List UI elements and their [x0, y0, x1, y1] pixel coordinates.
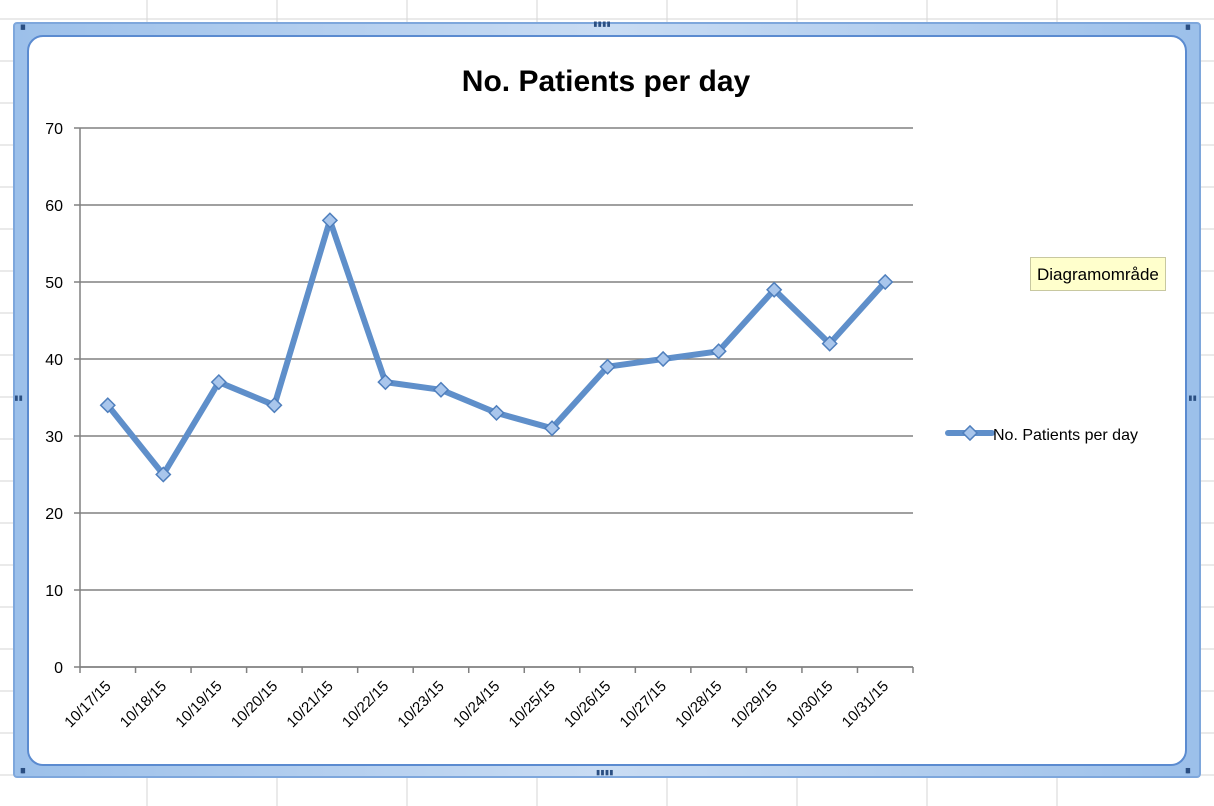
- series-group: [99, 212, 894, 483]
- chart-area[interactable]: [27, 35, 1187, 766]
- x-tick-label: 10/20/15: [228, 678, 281, 731]
- x-tick-label: 10/22/15: [339, 678, 392, 731]
- data-point-marker[interactable]: [155, 466, 172, 483]
- y-tick-label: 0: [54, 660, 63, 677]
- data-point-marker[interactable]: [99, 397, 116, 414]
- data-point-marker[interactable]: [377, 373, 394, 391]
- data-point-marker[interactable]: [266, 397, 283, 414]
- x-tick-label: 10/31/15: [839, 678, 892, 731]
- x-tick-label: 10/28/15: [672, 678, 725, 731]
- legend-series-marker: [961, 424, 979, 442]
- x-tick-label: 10/25/15: [506, 678, 559, 731]
- y-tick-label: 40: [45, 352, 63, 369]
- x-tick-label: 10/18/15: [117, 678, 170, 731]
- data-point-marker[interactable]: [766, 281, 783, 298]
- x-tick-label: 10/17/15: [61, 678, 114, 731]
- left-resize-handle[interactable]: ▘▘: [15, 397, 25, 407]
- x-tick-label: 10/27/15: [617, 678, 670, 731]
- x-tick-label: 10/29/15: [728, 678, 781, 731]
- top-left-resize-handle[interactable]: ▝▘: [18, 26, 28, 36]
- chart-title: No. Patients per day: [462, 65, 751, 98]
- y-tick-label: 20: [45, 506, 63, 523]
- legend[interactable]: No. Patients per day: [945, 424, 1138, 444]
- data-point-marker[interactable]: [321, 212, 339, 229]
- x-tick-label: 10/19/15: [172, 678, 225, 731]
- y-tick-label: 60: [45, 198, 63, 215]
- chart-area-tooltip: Diagramområde: [1030, 257, 1166, 291]
- data-point-marker[interactable]: [543, 420, 561, 437]
- data-point-marker[interactable]: [821, 335, 838, 352]
- data-point-marker[interactable]: [877, 273, 894, 291]
- x-tick-label: 10/30/15: [783, 678, 836, 731]
- y-axis: 0 10 20 30 40 50 60 70: [45, 121, 81, 677]
- data-point-marker[interactable]: [710, 343, 727, 360]
- x-tick-label: 10/24/15: [450, 678, 503, 731]
- data-point-marker[interactable]: [432, 381, 450, 398]
- legend-series-label: No. Patients per day: [993, 427, 1138, 444]
- y-tick-label: 30: [45, 429, 63, 446]
- data-point-marker[interactable]: [654, 350, 672, 368]
- top-resize-handle[interactable]: ▘▘▘▘: [594, 23, 613, 33]
- gridlines: [80, 127, 913, 668]
- bottom-resize-handle[interactable]: ▗▗▗▗: [594, 766, 613, 776]
- bottom-left-resize-handle[interactable]: ▗▖: [18, 764, 28, 774]
- x-tick-label: 10/21/15: [283, 678, 336, 731]
- x-tick-label: 10/23/15: [394, 678, 447, 731]
- y-tick-label: 70: [45, 121, 63, 138]
- x-axis: 10/17/15 10/18/15 10/19/15 10/20/15 10/21/15…: [61, 666, 914, 731]
- data-point-marker[interactable]: [488, 404, 505, 422]
- right-resize-handle[interactable]: ▘▘: [1189, 397, 1199, 407]
- bottom-right-resize-handle[interactable]: ▗▖: [1183, 764, 1193, 774]
- x-tick-label: 10/26/15: [561, 678, 614, 731]
- y-tick-label: 10: [45, 583, 63, 600]
- data-point-marker[interactable]: [599, 358, 616, 375]
- top-right-resize-handle[interactable]: ▝▘: [1183, 26, 1193, 36]
- data-point-marker[interactable]: [210, 373, 227, 391]
- y-tick-label: 50: [45, 275, 63, 292]
